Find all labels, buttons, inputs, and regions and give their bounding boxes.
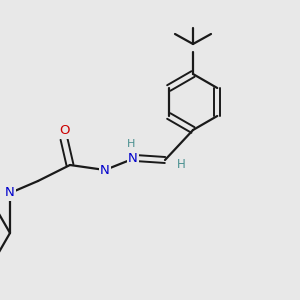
Text: N: N [5,187,15,200]
Text: N: N [100,164,110,176]
Text: O: O [59,124,69,137]
Text: H: H [127,139,135,149]
Text: N: N [128,152,138,164]
Text: H: H [177,158,185,172]
